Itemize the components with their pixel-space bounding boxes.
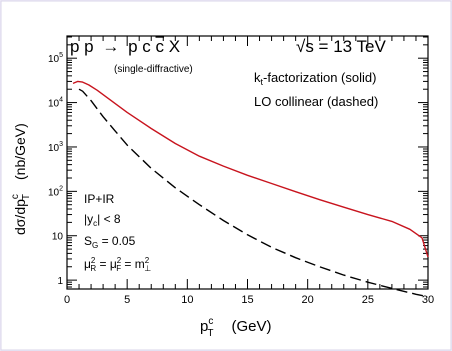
energy-label: √s = 13 TeV	[296, 37, 386, 56]
param-rapidity: |yc| < 8	[84, 212, 121, 228]
process-note: (single-diffractive)	[114, 64, 193, 75]
legend-lo-collinear: LO collinear (dashed)	[254, 94, 378, 109]
x-tick-label: 5	[124, 294, 130, 306]
y-tick-label: 1	[57, 276, 63, 287]
param-exchange: IP+IR	[84, 192, 115, 206]
x-tick-label: 30	[422, 294, 434, 306]
y-tick-label: 103	[48, 141, 63, 154]
kt-factorization-curve	[72, 80, 429, 258]
lo-collinear-curve	[78, 88, 429, 298]
x-tick-label: 10	[181, 294, 193, 306]
x-tick-label: 15	[241, 294, 253, 306]
svg-text:dσ/dpcT(nb/GeV): dσ/dpcT(nb/GeV)	[10, 123, 32, 235]
y-tick-label: 104	[48, 97, 63, 110]
param-scales: μ2 R = μ2 F = m2 ⊥	[84, 256, 151, 273]
x-tick-label: 0	[64, 294, 70, 306]
y-tick-label: 102	[48, 185, 63, 198]
param-survival: SG = 0.05	[84, 234, 136, 250]
y-axis-title: dσ/dpcT(nb/GeV)	[10, 123, 32, 235]
data-series	[72, 80, 429, 298]
y-tick-label: 10	[52, 232, 64, 243]
process-label: p p → p c c X	[70, 37, 180, 56]
x-tick-label: 25	[362, 294, 374, 306]
x-axis-title: pc T (GeV)	[200, 316, 271, 339]
x-tick-label: 20	[302, 294, 314, 306]
legend-kt-factorization: kt-factorization (solid)	[254, 70, 376, 87]
y-tick-label: 105	[48, 52, 63, 65]
